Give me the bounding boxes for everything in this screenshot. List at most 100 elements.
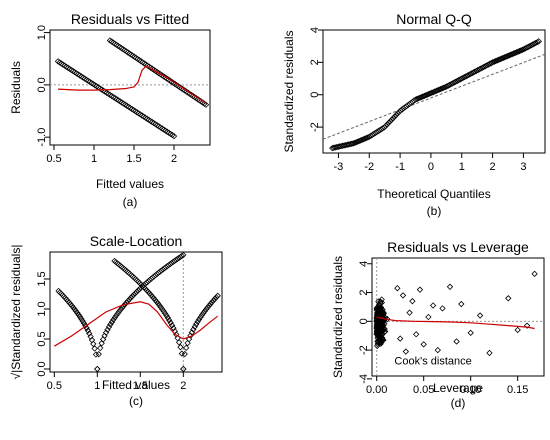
- y-tick-label: 0.0: [36, 77, 48, 92]
- data-point: [468, 70, 476, 77]
- data-point: [193, 321, 200, 328]
- data-point: [416, 286, 424, 293]
- data-point: [364, 134, 372, 141]
- data-point: [128, 105, 136, 113]
- data-point: [385, 119, 392, 127]
- data-point: [418, 93, 425, 101]
- data-point: [511, 49, 519, 57]
- data-point: [402, 348, 410, 355]
- data-point: [394, 285, 401, 292]
- plot-area: [50, 37, 210, 140]
- y-tick-label: 4: [358, 261, 370, 267]
- data-point: [419, 93, 427, 100]
- data-point: [430, 88, 437, 96]
- data-point: [354, 138, 361, 145]
- data-point: [476, 66, 483, 73]
- data-point: [452, 78, 459, 85]
- data-points: [54, 37, 210, 140]
- data-point: [88, 79, 95, 87]
- data-point: [101, 88, 109, 95]
- data-point: [523, 322, 531, 329]
- x-tick-label: 1: [94, 380, 100, 392]
- data-point: [413, 95, 421, 103]
- data-point: [442, 83, 449, 91]
- data-point: [91, 82, 99, 89]
- data-point: [439, 305, 446, 312]
- data-point: [159, 125, 166, 132]
- data-point: [458, 300, 465, 308]
- data-point: [71, 69, 78, 76]
- data-point: [461, 73, 468, 81]
- x-tick-label: 0.15: [507, 384, 528, 396]
- data-point: [140, 113, 147, 120]
- data-point: [378, 299, 385, 306]
- x-tick-label: 1.5: [133, 380, 148, 392]
- data-point: [169, 131, 176, 139]
- data-point: [86, 330, 93, 337]
- data-point: [431, 88, 438, 95]
- data-point: [520, 45, 528, 53]
- data-point: [535, 38, 542, 45]
- data-point: [84, 327, 92, 334]
- data-point: [502, 53, 510, 60]
- data-point: [93, 83, 100, 90]
- data-point: [161, 310, 169, 317]
- data-point: [492, 57, 499, 65]
- smoother-line: [376, 316, 535, 330]
- data-point: [377, 327, 384, 334]
- data-point: [121, 301, 129, 308]
- data-point: [455, 77, 462, 84]
- data-point: [163, 312, 170, 319]
- data-point: [422, 92, 430, 99]
- data-point: [427, 90, 434, 97]
- data-point: [181, 350, 188, 358]
- data-point: [74, 309, 81, 317]
- data-point: [166, 317, 173, 324]
- data-point: [416, 94, 424, 101]
- data-point: [135, 110, 142, 117]
- data-point: [450, 79, 458, 86]
- data-point: [392, 111, 400, 119]
- data-point: [205, 302, 213, 309]
- data-point: [111, 95, 119, 102]
- data-point: [470, 69, 477, 76]
- data-points: [55, 252, 221, 372]
- data-point: [108, 92, 115, 100]
- data-point: [532, 39, 540, 47]
- data-point: [429, 302, 437, 309]
- data-point: [105, 323, 113, 331]
- data-point: [54, 58, 62, 65]
- data-point: [66, 65, 73, 73]
- data-point: [75, 71, 82, 78]
- data-point: [191, 323, 198, 330]
- data-point: [361, 135, 369, 142]
- data-point: [107, 321, 114, 328]
- data-point: [200, 309, 207, 317]
- data-point: [56, 59, 63, 66]
- data-point: [122, 101, 129, 108]
- data-point: [510, 50, 517, 57]
- data-point: [433, 87, 440, 95]
- data-point: [115, 308, 123, 315]
- y-tick-label: 1.5: [36, 271, 48, 286]
- panel-title: Scale-Location: [90, 233, 183, 249]
- data-point: [118, 304, 126, 311]
- data-point: [103, 89, 110, 96]
- data-point: [127, 294, 134, 301]
- data-point: [130, 106, 137, 114]
- data-point: [409, 298, 416, 305]
- x-axis-label: Fitted values: [102, 378, 170, 392]
- data-point: [132, 290, 139, 297]
- data-point: [117, 98, 124, 105]
- data-point: [446, 81, 453, 89]
- data-point: [105, 90, 112, 98]
- data-point: [197, 314, 204, 321]
- data-point: [498, 55, 505, 62]
- x-tick-label: 0.05: [413, 384, 434, 396]
- data-point: [73, 70, 80, 77]
- data-point: [377, 338, 384, 346]
- data-point: [148, 118, 156, 126]
- x-tick-label: 1: [91, 153, 97, 165]
- data-point: [164, 128, 171, 135]
- data-point: [96, 85, 104, 92]
